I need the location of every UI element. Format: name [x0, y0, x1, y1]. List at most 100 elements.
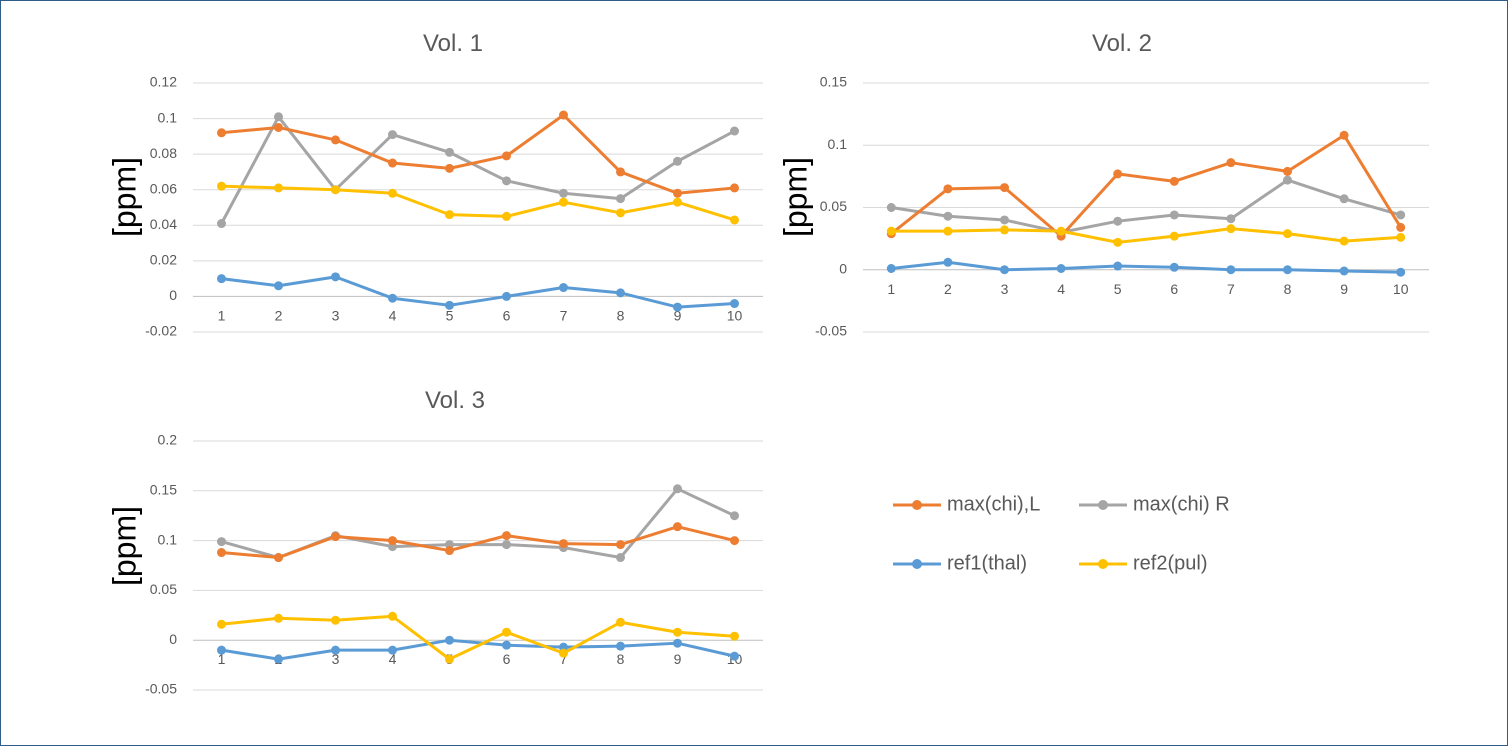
data-point [673, 484, 682, 494]
data-point [502, 531, 511, 541]
legend-label: ref2(pul) [1133, 552, 1207, 574]
x-tick-label: 9 [1340, 281, 1348, 297]
data-point [502, 540, 511, 550]
series-max-chi-l [217, 522, 739, 563]
data-point [274, 183, 283, 193]
data-point [559, 197, 568, 207]
series-line [221, 525, 735, 560]
series-ref1-thal [217, 272, 739, 312]
data-point [445, 210, 454, 220]
x-tick-label: 3 [1001, 281, 1009, 297]
y-tick-label: 0.1 [158, 109, 178, 125]
data-point [445, 300, 454, 310]
data-point [1000, 215, 1009, 225]
series-line [891, 260, 1401, 274]
data-point [1169, 176, 1179, 186]
data-point [331, 185, 340, 195]
data-point [1169, 210, 1179, 220]
data-point [445, 147, 454, 157]
data-point [502, 176, 511, 186]
data-point [616, 641, 625, 651]
legend-label: max(chi) R [1133, 493, 1230, 515]
series-ref2-pul [886, 224, 1406, 247]
legend-swatch-marker [1098, 500, 1108, 510]
x-tick-label: 3 [332, 307, 340, 323]
data-point [388, 611, 397, 621]
y-tick-label: 0.15 [150, 482, 177, 498]
y-tick-label: 0.1 [158, 531, 178, 547]
data-point [559, 188, 568, 198]
x-tick-label: 6 [1170, 281, 1178, 297]
data-point [1339, 130, 1349, 140]
data-point [943, 226, 953, 236]
series-line [221, 275, 735, 309]
data-point [217, 274, 226, 284]
x-tick-label: 8 [617, 651, 625, 667]
data-point [1000, 183, 1009, 193]
legend-label: max(chi),L [947, 493, 1040, 515]
x-tick-label: 2 [275, 307, 283, 323]
y-tick-label: 0.04 [150, 216, 177, 232]
y-tick-label: 0.05 [150, 581, 177, 597]
data-point [730, 183, 739, 193]
data-point [388, 536, 397, 546]
data-point [616, 540, 625, 550]
data-point [274, 654, 283, 664]
data-point [1396, 232, 1406, 242]
y-tick-label: 0 [169, 287, 177, 303]
data-point [616, 617, 625, 627]
data-point [1339, 236, 1349, 246]
x-tick-label: 9 [674, 651, 682, 667]
legend-item-ref2-pul: ref2(pul) [1079, 552, 1207, 574]
data-point [502, 291, 511, 301]
data-point [1226, 224, 1236, 234]
legend-item-ref1-thal: ref1(thal) [893, 552, 1027, 574]
series-line [221, 113, 735, 195]
x-tick-label: 4 [389, 651, 397, 667]
data-point [217, 548, 226, 558]
data-point [559, 648, 568, 658]
y-tick-label: 0.2 [158, 432, 178, 448]
legend-swatch-marker [1098, 559, 1108, 569]
data-point [217, 219, 226, 229]
data-point [673, 156, 682, 166]
data-point [217, 181, 226, 191]
data-point [886, 226, 896, 236]
data-point [1283, 229, 1292, 239]
data-point [331, 532, 340, 542]
data-point [673, 638, 682, 648]
data-point [943, 257, 953, 267]
data-point [673, 197, 682, 207]
data-point [616, 194, 625, 204]
y-axis-label: [ppm] [106, 157, 142, 237]
data-point [673, 627, 682, 637]
legend: max(chi),L max(chi) R ref1(thal) ref2(pul) [893, 493, 1230, 574]
y-tick-label: 0 [839, 260, 847, 276]
y-tick-label: 0.05 [820, 198, 847, 214]
series-line [891, 227, 1401, 244]
y-tick-label: 0.02 [150, 252, 177, 268]
x-tick-label: 2 [944, 281, 952, 297]
x-tick-label: 10 [1393, 281, 1409, 297]
legend-item-max-chi-l: max(chi),L [893, 493, 1040, 515]
series-line [221, 487, 736, 560]
data-point [1283, 166, 1292, 176]
data-point [1339, 194, 1349, 204]
chart-1: Vol. 1 [ppm] -0.02 0 0.02 0.04 0.06 0.08 0.1 0.12… [106, 30, 763, 339]
y-tick-label: 0.15 [820, 74, 847, 90]
data-point [1396, 210, 1406, 220]
series-line [891, 178, 1402, 234]
data-point [274, 281, 283, 291]
data-point [274, 613, 283, 623]
y-tick-label: 0.06 [150, 180, 177, 196]
x-tick-label: 3 [332, 651, 340, 667]
data-point [730, 651, 739, 661]
y-tick-label: -0.05 [145, 681, 177, 697]
x-tick-label: 8 [1284, 281, 1292, 297]
data-point [1283, 265, 1292, 275]
data-point [502, 627, 511, 637]
data-point [559, 283, 568, 293]
y-tick-label: -0.05 [815, 323, 847, 339]
legend-item-max-chi-r: max(chi) R [1079, 493, 1230, 515]
y-axis-label: [ppm] [777, 157, 813, 237]
